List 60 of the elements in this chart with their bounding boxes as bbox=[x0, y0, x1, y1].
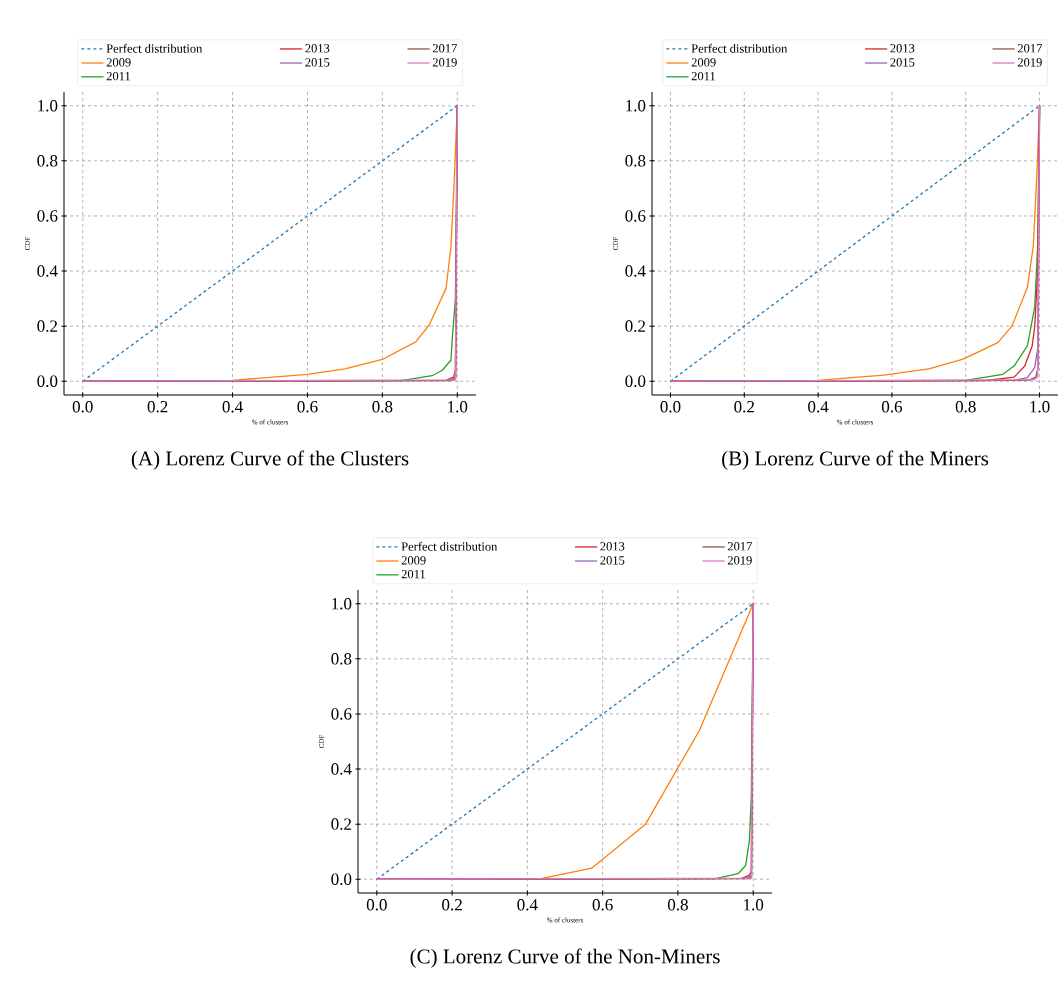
legend-label: 2011 bbox=[401, 569, 425, 579]
x-tick-label: 1.0 bbox=[744, 899, 764, 911]
legend-label: 2009 bbox=[691, 58, 716, 67]
x-tick-label: 0.2 bbox=[147, 401, 168, 413]
x-tick-label: 0.4 bbox=[808, 401, 829, 413]
y-tick-label: 0.4 bbox=[625, 265, 646, 277]
y-tick-label: 0.0 bbox=[625, 375, 646, 387]
y-tick-label: 0.2 bbox=[37, 320, 58, 332]
x-tick-label: 0.4 bbox=[517, 899, 538, 911]
y-tick-label: 0.2 bbox=[625, 320, 646, 332]
legend-label: 2011 bbox=[106, 71, 130, 81]
legend-label: 2017 bbox=[727, 542, 752, 551]
y-tick-label: 1.0 bbox=[626, 99, 646, 112]
legend-label: 2017 bbox=[1017, 44, 1042, 53]
legend-label: 2013 bbox=[305, 44, 330, 53]
text: (B) Lorenz Curve of the Miners bbox=[722, 450, 989, 470]
legend-label: 2017 bbox=[432, 44, 457, 53]
legend-label: 2015 bbox=[890, 58, 915, 67]
y-tick-label: 0.8 bbox=[625, 155, 646, 167]
legend-label: 2009 bbox=[106, 58, 131, 67]
y-tick-label: 0.6 bbox=[37, 210, 58, 222]
legend-label: Perfect distribution bbox=[401, 541, 498, 551]
y-tick-label: 0.6 bbox=[331, 708, 352, 720]
y-tick-label: 0.2 bbox=[331, 818, 352, 830]
x-tick-label: 0.8 bbox=[955, 401, 976, 413]
y-tick-label: 0.4 bbox=[331, 763, 352, 775]
legend-label: 2019 bbox=[1017, 58, 1042, 67]
x-tick-label: 0.6 bbox=[297, 401, 318, 413]
y-tick-label: 0.4 bbox=[37, 265, 58, 277]
x-tick-label: 0.0 bbox=[72, 401, 93, 413]
x-tick-label: 0.8 bbox=[667, 899, 688, 911]
x-tick-label: 0.2 bbox=[734, 401, 754, 413]
legend-label: Perfect distribution bbox=[106, 43, 203, 53]
legend-label: 2015 bbox=[600, 556, 625, 565]
y-tick-label: 1.0 bbox=[38, 99, 58, 112]
y-tick-label: 0.0 bbox=[331, 873, 352, 885]
legend-label: 2015 bbox=[305, 58, 330, 67]
x-tick-label: 0.2 bbox=[442, 899, 462, 911]
y-tick-label: 1.0 bbox=[332, 598, 352, 610]
x-tick-label: 0.8 bbox=[372, 401, 393, 413]
legend-label: 2013 bbox=[890, 44, 915, 53]
x-tick-label: 0.6 bbox=[881, 401, 903, 413]
legend-label: 2013 bbox=[600, 542, 625, 551]
legend-label: 2019 bbox=[727, 556, 752, 565]
legend-label: 2009 bbox=[401, 556, 426, 565]
x-tick-label: 1.0 bbox=[448, 401, 468, 413]
y-tick-label: 0.0 bbox=[37, 375, 58, 387]
legend-label: 2019 bbox=[432, 58, 457, 67]
x-tick-label: 0.0 bbox=[366, 899, 387, 911]
x-tick-label: 0.4 bbox=[222, 401, 243, 413]
text: (C) Lorenz Curve of the Non-Miners bbox=[410, 948, 720, 968]
x-tick-label: 1.0 bbox=[1030, 401, 1050, 413]
x-tick-label: 0.6 bbox=[592, 899, 613, 911]
legend-label: 2011 bbox=[691, 71, 715, 81]
y-tick-label: 0.8 bbox=[331, 653, 352, 665]
x-tick-label: 0.0 bbox=[660, 401, 681, 413]
y-tick-label: 0.6 bbox=[625, 210, 646, 222]
y-tick-label: 0.8 bbox=[37, 155, 58, 167]
legend-label: Perfect distribution bbox=[691, 43, 788, 53]
text: (A) Lorenz Curve of the Clusters bbox=[131, 450, 409, 470]
